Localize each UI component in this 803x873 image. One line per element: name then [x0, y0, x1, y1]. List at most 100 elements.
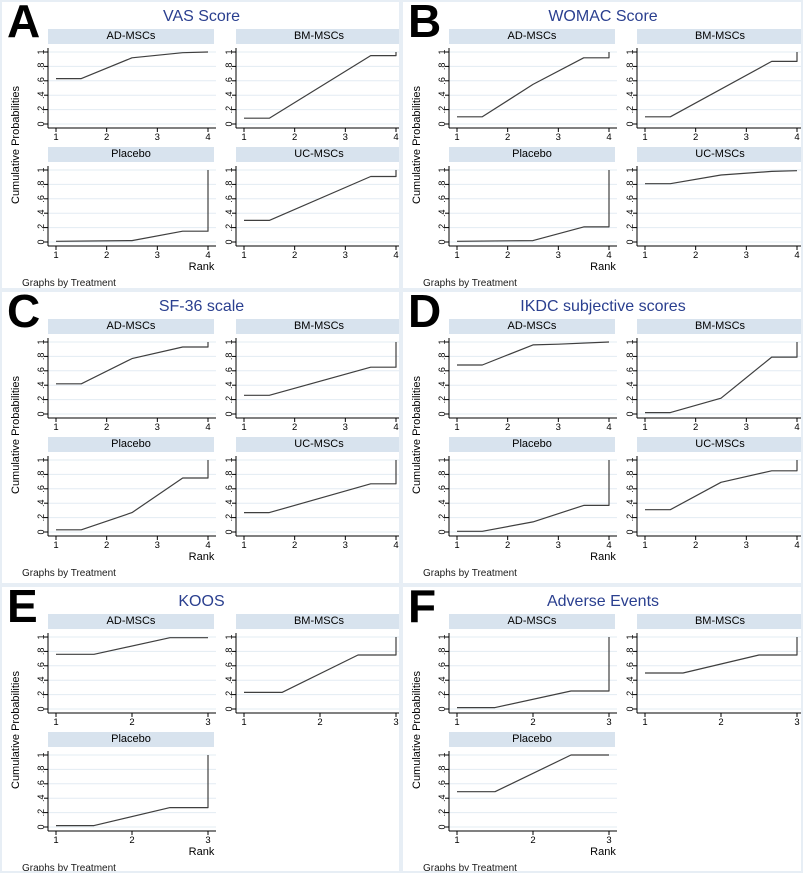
y-tick-label: 1 [36, 339, 46, 344]
axes [445, 456, 617, 540]
gridlines [48, 169, 216, 243]
subplot-grid: Cumulative Probabilities AD-MSCs 0 .2 .4 .6 .8… [10, 319, 399, 550]
x-tick-label: 4 [794, 132, 799, 142]
x-tick-label: 3 [556, 422, 561, 432]
y-tick-label: .2 [36, 224, 46, 232]
y-tick-label: 0 [625, 411, 635, 416]
gridlines [236, 51, 399, 125]
x-tick-label: 3 [393, 717, 398, 727]
plot-svg: 0 .2 .4 .6 .8 1 1 2 3 4 [36, 48, 216, 142]
cumulative-probability-curve [457, 754, 609, 793]
plot-svg: 0 .2 .4 .6 .8 1 1 2 3 4 [36, 338, 216, 432]
y-tick-label: 0 [36, 529, 46, 534]
gridlines [449, 754, 617, 828]
x-tick-label: 1 [642, 540, 647, 550]
y-tick-label: 0 [36, 411, 46, 416]
y-tick-label: .8 [437, 181, 447, 189]
subplot-grid: Cumulative Probabilities AD-MSCs 0 .2 .4 .6 .8… [10, 614, 399, 845]
y-tick-label: .4 [36, 676, 46, 684]
y-tick-label: 0 [224, 239, 234, 244]
subplot-bm-mscs: BM-MSCs 0 .2 .4 .6 .8 1 1 2 3 4 [621, 29, 801, 142]
y-tick-label: .2 [224, 224, 234, 232]
cumulative-probability-curve [55, 170, 209, 242]
y-axis-label: Cumulative Probabilities [411, 670, 423, 789]
x-tick-label: 4 [794, 250, 799, 260]
subplot-bm-mscs: BM-MSCs 0 .2 .4 .6 .8 1 1 2 3 4 [621, 319, 801, 432]
y-tick-label: 0 [224, 411, 234, 416]
y-tick-label: .4 [224, 209, 234, 217]
cumulative-probability-curve [244, 52, 397, 119]
x-tick-label: 3 [343, 422, 348, 432]
y-tick-label: 0 [437, 706, 447, 711]
subplot-placebo: Placebo 0 .2 .4 .6 .8 1 1 2 3 4 [32, 437, 218, 550]
gridlines [236, 341, 399, 415]
x-tick-label: 2 [693, 132, 698, 142]
x-tick-label: 2 [104, 132, 109, 142]
plot-svg: 0 .2 .4 .6 .8 1 1 2 3 4 [437, 166, 617, 260]
y-tick-label: .4 [36, 381, 46, 389]
subplot-grid: Cumulative Probabilities AD-MSCs 0 .2 .4 .6 .8… [411, 29, 801, 260]
x-tick-label: 3 [744, 422, 749, 432]
subplot-ad-mscs: AD-MSCs 0 .2 .4 .6 .8 1 1 2 3 [433, 614, 619, 727]
x-tick-label: 4 [205, 132, 210, 142]
y-axis-label: Cumulative Probabilities [10, 85, 22, 204]
subplot-ad-mscs: AD-MSCs 0 .2 .4 .6 .8 1 1 2 3 4 [32, 319, 218, 432]
subplot-header: AD-MSCs [48, 29, 214, 44]
plot-svg: 0 .2 .4 .6 .8 1 1 2 3 [437, 751, 617, 845]
y-tick-label: 1 [224, 634, 234, 639]
y-tick-label: 1 [36, 457, 46, 462]
y-tick-label: 0 [224, 529, 234, 534]
x-tick-label: 2 [530, 717, 535, 727]
y-tick-label: 1 [625, 457, 635, 462]
x-tick-label: 1 [454, 422, 459, 432]
x-tick-label: 1 [642, 717, 647, 727]
graphs-by-treatment-note: Graphs by Treatment [22, 863, 116, 873]
x-tick-label: 1 [454, 250, 459, 260]
y-tick-label: .6 [437, 662, 447, 670]
y-tick-label: 0 [625, 706, 635, 711]
y-tick-label: .2 [625, 224, 635, 232]
gridlines [48, 51, 216, 125]
y-axis-label: Cumulative Probabilities [10, 375, 22, 494]
subplot-uc-mscs: UC-MSCs 0 .2 .4 .6 .8 1 1 2 3 4 [220, 147, 399, 260]
x-tick-label: 1 [454, 540, 459, 550]
subplot-header: Placebo [449, 732, 615, 747]
x-tick-label: 2 [292, 422, 297, 432]
cumulative-probability-curve [456, 170, 610, 242]
y-tick-label: 1 [625, 339, 635, 344]
y-tick-label: .4 [437, 676, 447, 684]
x-tick-label: 2 [530, 835, 535, 845]
y-tick-label: .6 [36, 780, 46, 788]
y-tick-label: .8 [36, 353, 46, 361]
y-tick-label: .8 [224, 181, 234, 189]
x-tick-label: 3 [343, 132, 348, 142]
plot-svg: 0 .2 .4 .6 .8 1 1 2 3 4 [224, 456, 399, 550]
x-axis-title: Rank [590, 551, 616, 563]
x-tick-label: 2 [505, 540, 510, 550]
y-tick-label: .2 [437, 396, 447, 404]
y-tick-label: 1 [224, 457, 234, 462]
x-tick-label: 4 [393, 422, 398, 432]
graphs-by-treatment-note: Graphs by Treatment [423, 568, 517, 579]
cumulative-probability-curve [56, 51, 209, 80]
x-tick-label: 4 [606, 132, 611, 142]
x-tick-label: 1 [241, 422, 246, 432]
plot-svg: 0 .2 .4 .6 .8 1 1 2 3 [36, 751, 216, 845]
x-tick-label: 1 [642, 250, 647, 260]
gridlines [449, 341, 617, 415]
x-tick-label: 3 [155, 250, 160, 260]
y-tick-label: .2 [437, 106, 447, 114]
x-tick-label: 1 [454, 717, 459, 727]
y-tick-label: .4 [224, 381, 234, 389]
panel-c: C SF-36 scale Cumulative Probabilities AD-M… [0, 290, 401, 585]
axes [445, 633, 617, 717]
y-tick-label: .8 [36, 471, 46, 479]
x-axis-title: Rank [188, 551, 215, 563]
x-tick-label: 1 [241, 132, 246, 142]
y-tick-label: .6 [224, 195, 234, 203]
y-tick-label: 0 [224, 121, 234, 126]
x-tick-label: 3 [556, 250, 561, 260]
y-tick-label: .6 [224, 367, 234, 375]
x-tick-label: 2 [505, 422, 510, 432]
gridlines [449, 459, 617, 533]
